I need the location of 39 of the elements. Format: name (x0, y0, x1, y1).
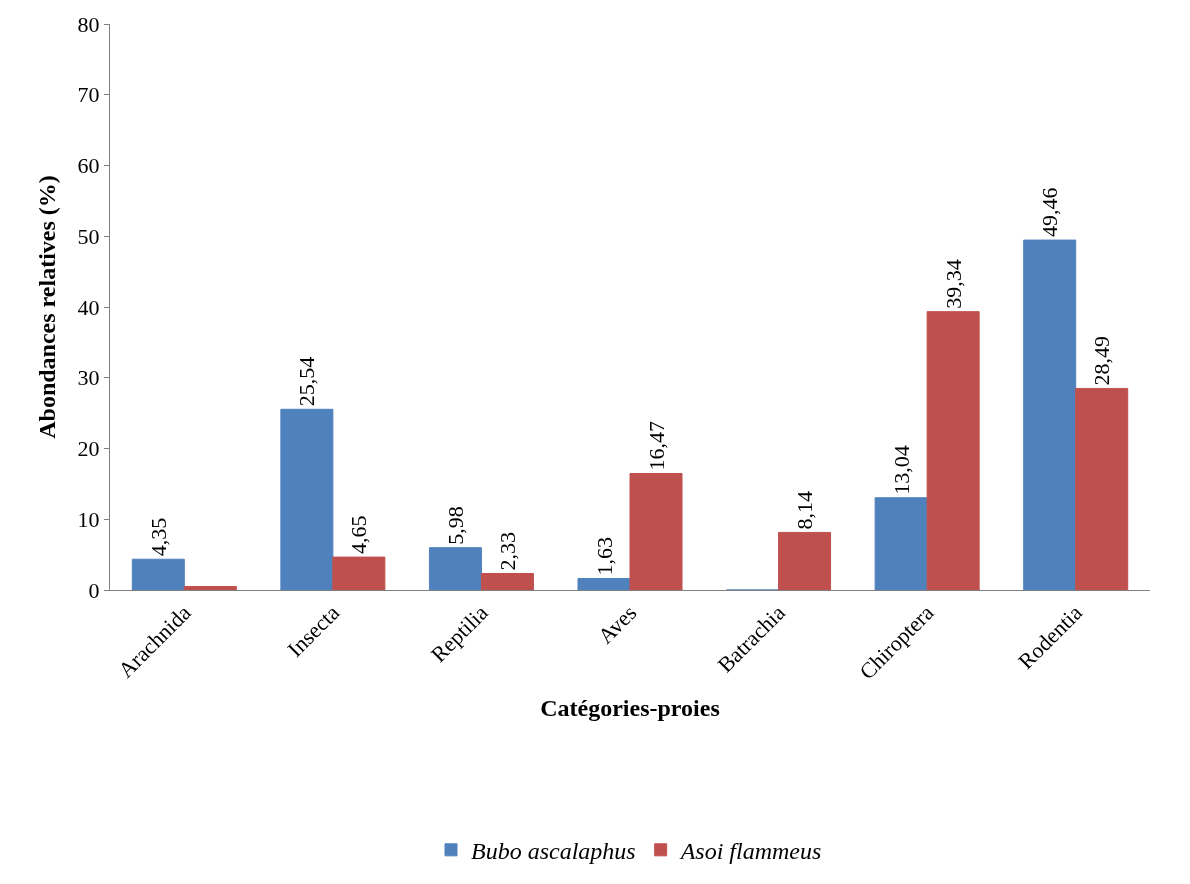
bar (131, 558, 185, 590)
data-label: 1,63 (591, 536, 617, 576)
bar (629, 472, 683, 590)
data-label: 13,04 (888, 445, 914, 495)
legend-label: Asoi flammeus (678, 838, 822, 865)
y-tick-label: 40 (77, 294, 100, 320)
y-tick-label: 50 (77, 223, 100, 249)
data-label: 39,34 (940, 259, 966, 309)
y-tick-label: 0 (88, 577, 100, 603)
bar (428, 547, 482, 590)
bar (778, 531, 832, 590)
x-tick-label: Aves (592, 600, 642, 649)
data-label: 8,14 (792, 490, 818, 530)
y-tick-label: 20 (77, 436, 100, 462)
bar (332, 556, 386, 590)
bar (577, 577, 631, 590)
data-label: 28,49 (1089, 335, 1115, 386)
bar (874, 497, 928, 590)
bar (280, 408, 334, 590)
data-label: 25,54 (294, 356, 320, 407)
data-label: 5,98 (442, 506, 468, 545)
y-axis-title: Abondances relatives (%) (33, 175, 60, 439)
bar (926, 311, 980, 590)
bar (183, 585, 237, 590)
x-axis-title: Catégories-proies (540, 694, 720, 721)
y-tick-label: 70 (77, 82, 100, 108)
legend-label: Bubo ascalaphus (471, 838, 636, 865)
data-label: 4,35 (145, 517, 171, 557)
bar (1075, 387, 1129, 590)
bar (480, 573, 534, 590)
data-label: 2,33 (494, 532, 520, 571)
y-tick-label: 10 (77, 506, 100, 532)
y-tick-label: 80 (77, 11, 100, 37)
data-label: 16,47 (643, 420, 669, 471)
y-tick-label: 60 (77, 153, 100, 179)
data-label: 49,46 (1037, 187, 1063, 238)
bar (1023, 239, 1077, 590)
y-tick-label: 30 (77, 365, 100, 391)
data-label: 4,65 (346, 515, 372, 555)
